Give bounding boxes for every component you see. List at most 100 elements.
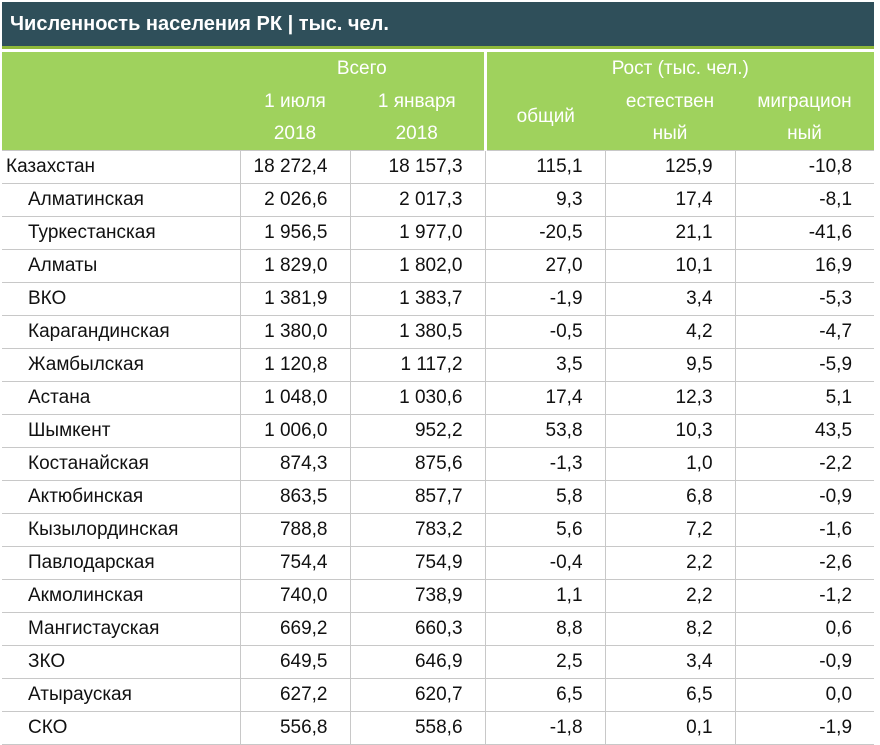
table-row: Алматы 1 829,0 1 802,0 27,0 10,1 16,9	[2, 249, 875, 283]
cell-jan: 738,9	[350, 579, 486, 613]
cell-general: 115,1	[485, 149, 606, 184]
table-row: Карагандинская 1 380,0 1 380,5 -0,5 4,2 -4,7	[2, 315, 875, 349]
cell-jul: 627,2	[240, 678, 351, 712]
cell-name: СКО	[2, 711, 241, 745]
table-row: Казахстан 18 272,4 18 157,3 115,1 125,9 -10,8	[2, 149, 875, 184]
cell-jan: 1 380,5	[350, 315, 486, 349]
cell-general: 8,8	[485, 612, 606, 646]
cell-general: 6,5	[485, 678, 606, 712]
cell-jul: 2 026,6	[240, 183, 351, 217]
cell-jul: 1 829,0	[240, 249, 351, 283]
table-row: Шымкент 1 006,0 952,2 53,8 10,3 43,5	[2, 414, 875, 448]
cell-name: Алматы	[2, 249, 241, 283]
cell-natural: 2,2	[605, 579, 736, 613]
cell-general: -0,4	[485, 546, 606, 580]
header-jul-line1: 1 июля	[240, 85, 350, 118]
cell-migration: 5,1	[735, 381, 875, 415]
cell-natural: 2,2	[605, 546, 736, 580]
cell-general: -1,8	[485, 711, 606, 745]
cell-name: Атырауская	[2, 678, 241, 712]
header-jul-line2: 2018	[240, 118, 350, 150]
cell-general: -1,9	[485, 282, 606, 316]
cell-jul: 740,0	[240, 579, 351, 613]
cell-jan: 1 977,0	[350, 216, 486, 250]
cell-general: 17,4	[485, 381, 606, 415]
cell-jul: 1 380,0	[240, 315, 351, 349]
cell-jul: 649,5	[240, 645, 351, 679]
cell-name: Астана	[2, 381, 241, 415]
cell-name: Жамбылская	[2, 348, 241, 382]
cell-natural: 4,2	[605, 315, 736, 349]
cell-jan: 646,9	[350, 645, 486, 679]
cell-jul: 669,2	[240, 612, 351, 646]
title-bar: Численность населения РК | тыс. чел.	[2, 2, 874, 49]
table-row: ЗКО 649,5 646,9 2,5 3,4 -0,9	[2, 645, 875, 679]
cell-jul: 18 272,4	[240, 149, 351, 184]
cell-migration: -0,9	[735, 645, 875, 679]
table-row: ВКО 1 381,9 1 383,7 -1,9 3,4 -5,3	[2, 282, 875, 316]
cell-natural: 6,8	[605, 480, 736, 514]
header-migration-line2: ный	[735, 118, 875, 150]
page-title: Численность населения РК | тыс. чел.	[10, 13, 389, 35]
table-row: Алматинская 2 026,6 2 017,3 9,3 17,4 -8,1	[2, 183, 875, 217]
table-row: Астана 1 048,0 1 030,6 17,4 12,3 5,1	[2, 381, 875, 415]
cell-natural: 9,5	[605, 348, 736, 382]
cell-jan: 875,6	[350, 447, 486, 481]
cell-general: 3,5	[485, 348, 606, 382]
cell-jan: 620,7	[350, 678, 486, 712]
cell-jul: 1 048,0	[240, 381, 351, 415]
cell-natural: 3,4	[605, 282, 736, 316]
cell-jan: 2 017,3	[350, 183, 486, 217]
table-row: Кызылординская 788,8 783,2 5,6 7,2 -1,6	[2, 513, 875, 547]
cell-name: Павлодарская	[2, 546, 241, 580]
cell-migration: -41,6	[735, 216, 875, 250]
cell-general: 27,0	[485, 249, 606, 283]
cell-name: ВКО	[2, 282, 241, 316]
header-migration-line1: миграцион	[735, 85, 875, 118]
cell-migration: -5,3	[735, 282, 875, 316]
header-natural-line2: ный	[605, 118, 736, 150]
cell-migration: -1,9	[735, 711, 875, 745]
header-jan-line1: 1 января	[350, 85, 487, 118]
cell-jul: 788,8	[240, 513, 351, 547]
table-row: Жамбылская 1 120,8 1 117,2 3,5 9,5 -5,9	[2, 348, 875, 382]
table-header: Всего Рост (тыс. чел.) 1 июля 1 января о…	[2, 52, 875, 150]
cell-name: Актюбинская	[2, 480, 241, 514]
cell-jan: 1 383,7	[350, 282, 486, 316]
cell-name: Кызылординская	[2, 513, 241, 547]
cell-jan: 1 802,0	[350, 249, 486, 283]
cell-jan: 660,3	[350, 612, 486, 646]
cell-jan: 783,2	[350, 513, 486, 547]
cell-name: Костанайская	[2, 447, 241, 481]
cell-jan: 952,2	[350, 414, 486, 448]
cell-jan: 558,6	[350, 711, 486, 745]
cell-migration: -4,7	[735, 315, 875, 349]
cell-name: Мангистауская	[2, 612, 241, 646]
cell-natural: 10,1	[605, 249, 736, 283]
header-group-growth: Рост (тыс. чел.)	[485, 52, 875, 85]
cell-name: Шымкент	[2, 414, 241, 448]
cell-general: 5,8	[485, 480, 606, 514]
cell-jul: 863,5	[240, 480, 351, 514]
table-row: Костанайская 874,3 875,6 -1,3 1,0 -2,2	[2, 447, 875, 481]
cell-name: Акмолинская	[2, 579, 241, 613]
table-row: Атырауская 627,2 620,7 6,5 6,5 0,0	[2, 678, 875, 712]
cell-migration: 43,5	[735, 414, 875, 448]
cell-migration: 16,9	[735, 249, 875, 283]
cell-jan: 857,7	[350, 480, 486, 514]
cell-natural: 8,2	[605, 612, 736, 646]
cell-migration: -1,2	[735, 579, 875, 613]
cell-general: 5,6	[485, 513, 606, 547]
cell-natural: 12,3	[605, 381, 736, 415]
cell-general: 1,1	[485, 579, 606, 613]
cell-natural: 0,1	[605, 711, 736, 745]
cell-general: 2,5	[485, 645, 606, 679]
header-jan-line2: 2018	[350, 118, 487, 150]
cell-general: 9,3	[485, 183, 606, 217]
population-table: Всего Рост (тыс. чел.) 1 июля 1 января о…	[2, 52, 875, 745]
cell-natural: 10,3	[605, 414, 736, 448]
cell-natural: 6,5	[605, 678, 736, 712]
cell-migration: 0,6	[735, 612, 875, 646]
table-row: Туркестанская 1 956,5 1 977,0 -20,5 21,1 -41,…	[2, 216, 875, 250]
cell-migration: -1,6	[735, 513, 875, 547]
